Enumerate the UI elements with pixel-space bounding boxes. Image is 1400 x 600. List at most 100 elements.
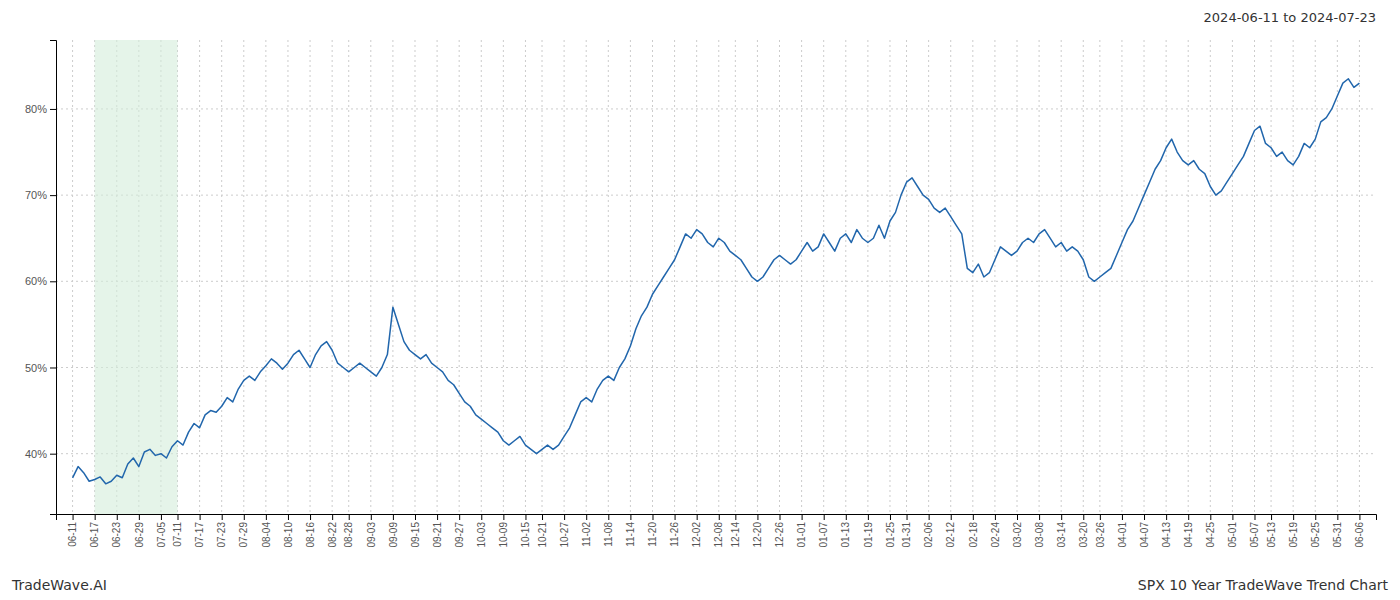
x-tick-mark bbox=[1293, 514, 1294, 520]
x-tick-mark bbox=[117, 514, 118, 520]
x-tick-mark bbox=[1232, 514, 1233, 520]
x-tick-label: 09-15 bbox=[410, 522, 421, 548]
x-tick: 03-20 bbox=[1078, 514, 1089, 548]
grid-line-x bbox=[652, 40, 653, 514]
x-tick: 08-16 bbox=[305, 514, 316, 548]
x-tick: 12-26 bbox=[774, 514, 785, 548]
x-tick-label: 11-26 bbox=[669, 522, 680, 547]
x-tick-mark bbox=[929, 514, 930, 520]
x-tick-label: 11-14 bbox=[625, 522, 636, 547]
x-tick: 09-03 bbox=[366, 514, 377, 548]
grid-line-x bbox=[542, 40, 543, 514]
x-tick: 04-13 bbox=[1161, 514, 1172, 548]
x-tick: 07-05 bbox=[156, 514, 167, 548]
highlight-band bbox=[95, 40, 178, 514]
grid-line-x bbox=[1232, 40, 1233, 514]
x-tick-mark bbox=[1100, 514, 1101, 520]
x-tick-mark bbox=[735, 514, 736, 520]
x-tick-mark bbox=[266, 514, 267, 520]
x-tick: 01-13 bbox=[840, 514, 851, 548]
x-tick-label: 04-01 bbox=[1117, 522, 1128, 548]
x-tick-mark bbox=[481, 514, 482, 520]
x-tick: 05-19 bbox=[1288, 514, 1299, 548]
x-tick-label: 03-20 bbox=[1078, 522, 1089, 548]
x-tick: 08-04 bbox=[261, 514, 272, 548]
x-tick-mark bbox=[973, 514, 974, 520]
x-tick-label: 05-31 bbox=[1332, 522, 1343, 548]
x-tick: 10-15 bbox=[520, 514, 531, 548]
x-tick-mark bbox=[73, 514, 74, 520]
x-tick-mark bbox=[437, 514, 438, 520]
x-tick-mark bbox=[1122, 514, 1123, 520]
x-tick-label: 07-17 bbox=[194, 522, 205, 548]
grid-line-x bbox=[1188, 40, 1189, 514]
grid-line-x bbox=[1359, 40, 1360, 514]
grid-line-x bbox=[370, 40, 371, 514]
x-tick: 06-06 bbox=[1354, 514, 1365, 548]
x-tick-label: 09-03 bbox=[366, 522, 377, 548]
x-tick-mark bbox=[1039, 514, 1040, 520]
x-tick: 11-20 bbox=[647, 514, 658, 547]
x-tick-mark bbox=[757, 514, 758, 520]
x-tick-label: 01-01 bbox=[796, 522, 807, 548]
grid-line-x bbox=[437, 40, 438, 514]
y-axis: 40%50%60%70%80% bbox=[25, 41, 57, 515]
x-tick-mark bbox=[802, 514, 803, 520]
x-tick-mark bbox=[415, 514, 416, 520]
grid-line-x bbox=[867, 40, 868, 514]
x-tick-label: 06-17 bbox=[89, 522, 100, 548]
x-tick: 04-25 bbox=[1205, 514, 1216, 548]
footer-annotation: TradeWave.AI bbox=[11, 577, 107, 593]
x-tick: 02-18 bbox=[968, 514, 979, 548]
y-tick: 50% bbox=[25, 362, 56, 374]
grid-line-y bbox=[56, 195, 1376, 196]
x-tick: 07-29 bbox=[238, 514, 249, 548]
x-tick-mark bbox=[907, 514, 908, 520]
x-tick-label: 12-14 bbox=[730, 522, 741, 548]
y-tick-label: 60% bbox=[25, 275, 47, 287]
grid-line-x bbox=[845, 40, 846, 514]
x-tick: 11-08 bbox=[603, 514, 614, 547]
x-tick-mark bbox=[1144, 514, 1145, 520]
x-tick-mark bbox=[719, 514, 720, 520]
grid-line-x bbox=[1017, 40, 1018, 514]
x-tick-mark bbox=[178, 514, 179, 520]
x-tick-mark bbox=[310, 514, 311, 520]
x-tick-mark bbox=[697, 514, 698, 520]
x-tick-mark bbox=[503, 514, 504, 520]
x-tick-mark bbox=[459, 514, 460, 520]
grid-line-x bbox=[414, 40, 415, 514]
x-tick-label: 03-26 bbox=[1095, 522, 1106, 548]
x-axis: 06-1106-1706-2306-2907-0507-1107-1707-23… bbox=[57, 514, 1377, 548]
x-tick-label: 06-29 bbox=[134, 522, 145, 548]
x-tick: 06-11 bbox=[67, 514, 78, 547]
x-tick: 06-23 bbox=[111, 514, 122, 548]
x-tick-mark bbox=[542, 514, 543, 520]
title: 2024-06-11 to 2024-07-23 bbox=[1204, 10, 1376, 25]
y-tick-label: 40% bbox=[25, 448, 47, 460]
x-tick-label: 06-11 bbox=[67, 522, 78, 547]
y-axis-line bbox=[50, 41, 57, 515]
x-tick-label: 02-18 bbox=[968, 522, 979, 548]
x-tick-label: 03-08 bbox=[1034, 522, 1045, 548]
grid-line-x bbox=[481, 40, 482, 514]
y-tick-mark bbox=[50, 195, 56, 196]
x-tick: 03-08 bbox=[1034, 514, 1045, 548]
x-tick: 09-09 bbox=[388, 514, 399, 548]
grid-line-x bbox=[735, 40, 736, 514]
y-tick-label: 80% bbox=[25, 103, 47, 115]
x-tick-mark bbox=[846, 514, 847, 520]
grid-line-x bbox=[348, 40, 349, 514]
x-tick-label: 04-19 bbox=[1183, 522, 1194, 548]
x-tick-label: 09-09 bbox=[388, 522, 399, 548]
x-tick: 11-02 bbox=[581, 514, 592, 547]
trend-line bbox=[73, 79, 1360, 484]
x-tick-label: 11-08 bbox=[603, 522, 614, 547]
x-tick-mark bbox=[393, 514, 394, 520]
grid-line-x bbox=[503, 40, 504, 514]
grid-line-x bbox=[310, 40, 311, 514]
grid-line-x bbox=[221, 40, 222, 514]
grid-line-x bbox=[1166, 40, 1167, 514]
x-tick: 05-01 bbox=[1227, 514, 1238, 548]
grid-line-x bbox=[928, 40, 929, 514]
